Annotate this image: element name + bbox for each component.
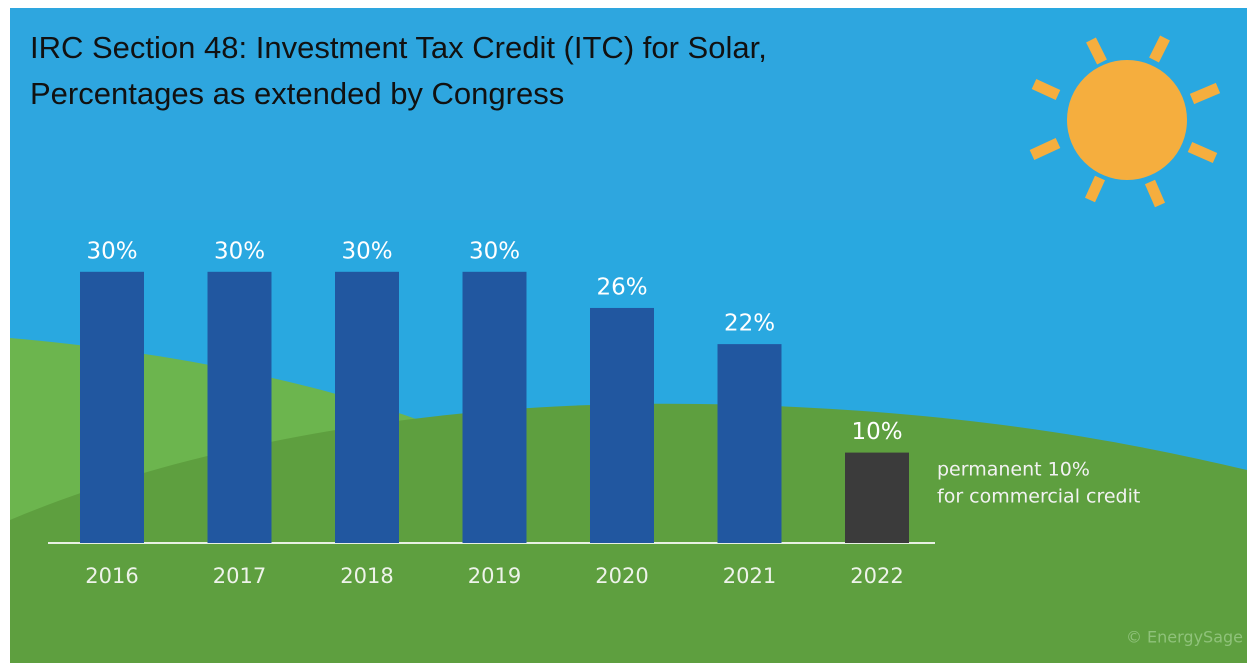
value-label: 10% xyxy=(851,419,902,445)
bar xyxy=(80,272,144,543)
bar xyxy=(208,272,272,543)
x-tick-label: 2020 xyxy=(595,564,648,588)
x-tick-label: 2021 xyxy=(723,564,776,588)
x-tick-label: 2019 xyxy=(468,564,521,588)
x-tick-label: 2018 xyxy=(340,564,393,588)
bar xyxy=(335,272,399,543)
value-label: 30% xyxy=(86,238,137,264)
value-label: 26% xyxy=(596,274,647,300)
value-label: 30% xyxy=(214,238,265,264)
value-label: 30% xyxy=(341,238,392,264)
x-tick-label: 2017 xyxy=(213,564,266,588)
bar xyxy=(463,272,527,543)
x-tick-label: 2022 xyxy=(850,564,903,588)
bar xyxy=(845,453,909,543)
chart-title: Percentages as extended by Congress xyxy=(30,76,564,111)
value-label: 30% xyxy=(469,238,520,264)
chart-title: IRC Section 48: Investment Tax Credit (I… xyxy=(30,30,767,65)
annotation: for commercial credit xyxy=(937,486,1140,508)
value-label: 22% xyxy=(724,311,775,337)
chart: IRC Section 48: Investment Tax Credit (I… xyxy=(0,0,1247,663)
bar xyxy=(718,344,782,543)
bar xyxy=(590,308,654,543)
x-tick-label: 2016 xyxy=(85,564,138,588)
credit: © EnergySage xyxy=(1126,628,1243,647)
annotation: permanent 10% xyxy=(937,459,1090,481)
